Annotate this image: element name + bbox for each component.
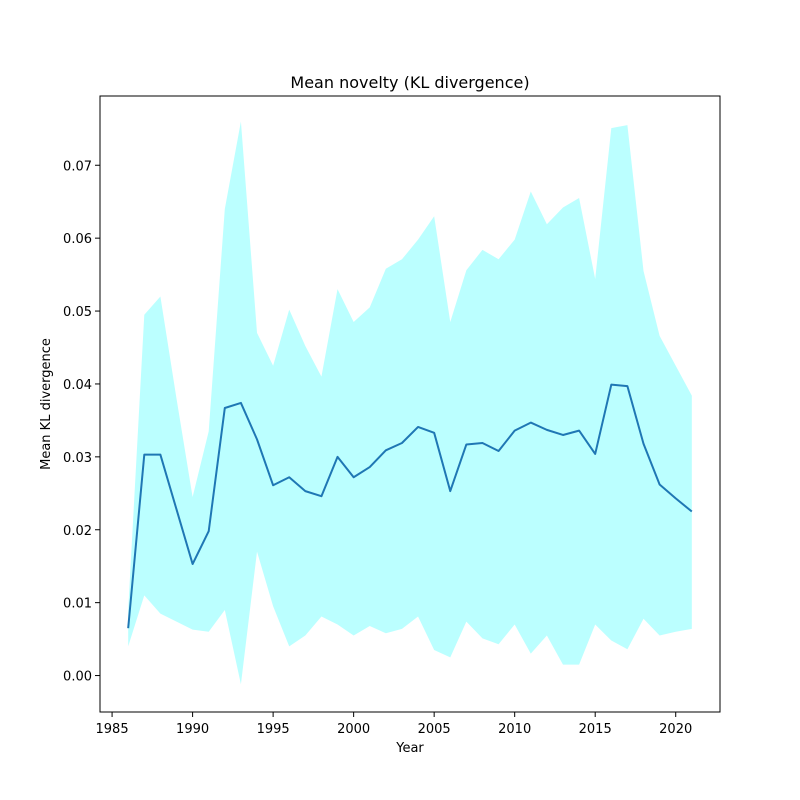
y-tick-label: 0.02	[63, 524, 92, 539]
y-tick-label: 0.07	[63, 159, 92, 174]
y-tick-label: 0.00	[63, 670, 92, 685]
y-tick-label: 0.06	[63, 232, 92, 247]
y-tick-label: 0.03	[63, 451, 92, 466]
x-tick-label: 1985	[96, 722, 129, 737]
y-tick-label: 0.01	[63, 597, 92, 612]
x-tick-label: 1990	[176, 722, 209, 737]
confidence-band	[128, 121, 692, 685]
x-tick-label: 2010	[498, 722, 531, 737]
chart-title: Mean novelty (KL divergence)	[290, 73, 529, 92]
x-tick-label: 2020	[659, 722, 692, 737]
plot-area	[127, 121, 693, 685]
y-tick-label: 0.04	[63, 378, 92, 393]
y-axis-label: Mean KL divergence	[39, 338, 54, 470]
y-tick-label: 0.05	[63, 305, 92, 320]
x-tick-label: 2000	[337, 722, 370, 737]
axis-ticks: 1985 1990 1995 2000 2005 2010 2015 2020 0.00 0.01…	[63, 159, 692, 737]
x-tick-label: 1995	[257, 722, 290, 737]
x-tick-label: 2015	[579, 722, 612, 737]
x-tick-label: 2005	[418, 722, 451, 737]
mean-line	[127, 383, 693, 629]
x-axis-label: Year	[395, 741, 424, 756]
axes-frame	[99, 95, 721, 713]
